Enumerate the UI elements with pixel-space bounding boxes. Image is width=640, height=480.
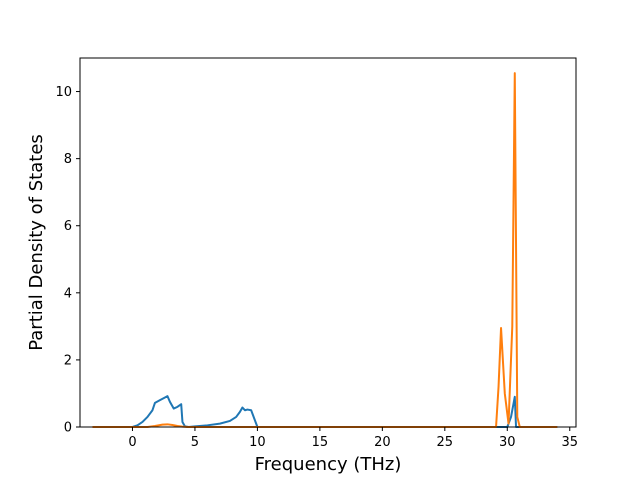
- y-axis-label: Partial Density of States: [26, 134, 47, 351]
- x-tick-label: 10: [249, 435, 266, 450]
- y-tick-label: 4: [64, 286, 72, 301]
- y-tick-label: 8: [64, 152, 72, 167]
- x-tick-label: 20: [374, 435, 391, 450]
- plot-area: [80, 58, 576, 427]
- y-tick-label: 10: [55, 85, 72, 100]
- plot-frame: [79, 57, 577, 428]
- y-tick-label: 2: [64, 353, 72, 368]
- x-tick-label: 5: [191, 435, 199, 450]
- x-tick-label: 25: [437, 435, 454, 450]
- y-tick-label: 6: [64, 219, 72, 234]
- x-tick-label: 0: [128, 435, 136, 450]
- x-axis-label: Frequency (THz): [255, 454, 402, 475]
- x-tick-label: 30: [499, 435, 516, 450]
- y-tick-label: 0: [64, 421, 72, 436]
- x-tick-label: 35: [561, 435, 578, 450]
- y-axis: 0 2 4 6 8 10: [55, 85, 80, 436]
- x-tick-label: 15: [312, 435, 329, 450]
- x-axis: 0 5 10 15 20 25 30 35: [128, 427, 578, 450]
